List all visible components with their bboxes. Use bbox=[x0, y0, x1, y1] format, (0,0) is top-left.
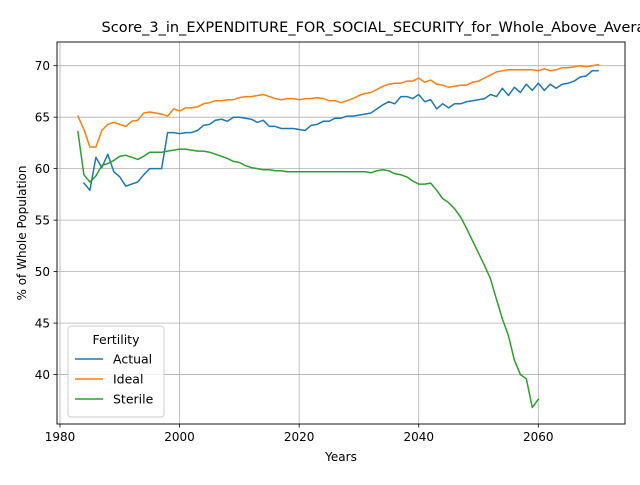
x-tick-label: 2040 bbox=[403, 430, 434, 444]
legend: Fertility Actual Ideal Sterile bbox=[67, 325, 165, 418]
x-axis-label: Years bbox=[324, 450, 357, 464]
x-tick-label: 2020 bbox=[284, 430, 315, 444]
x-tick-label: 2060 bbox=[523, 430, 554, 444]
ticks: 1980 2000 2020 2040 2060 40 45 50 55 60 65 70 bbox=[35, 59, 554, 444]
series-line-actual bbox=[82, 70, 599, 192]
legend-title: Fertility bbox=[93, 332, 141, 347]
y-tick-label: 50 bbox=[35, 265, 50, 279]
y-axis-label: % of Whole Population bbox=[15, 166, 29, 301]
y-tick-label: 70 bbox=[35, 59, 50, 73]
y-tick-label: 40 bbox=[35, 368, 50, 382]
y-tick-label: 55 bbox=[35, 213, 50, 227]
series-line-sterile bbox=[77, 130, 540, 409]
legend-label-ideal: Ideal bbox=[113, 372, 143, 387]
y-tick-label: 65 bbox=[35, 110, 50, 124]
y-tick-label: 45 bbox=[35, 316, 50, 330]
chart-title: Score_3_in_EXPENDITURE_FOR_SOCIAL_SECURI… bbox=[102, 20, 640, 36]
legend-box bbox=[67, 325, 165, 418]
series-line-ideal bbox=[76, 63, 599, 148]
plot-frame bbox=[56, 41, 626, 425]
y-tick-label: 60 bbox=[35, 162, 50, 176]
legend-label-actual: Actual bbox=[113, 352, 152, 367]
x-tick-label: 2000 bbox=[164, 430, 195, 444]
legend-label-sterile: Sterile bbox=[113, 392, 154, 407]
legend-entries: Actual Ideal Sterile bbox=[75, 352, 154, 407]
x-tick-label: 1980 bbox=[45, 430, 76, 444]
series-layer bbox=[76, 63, 599, 409]
